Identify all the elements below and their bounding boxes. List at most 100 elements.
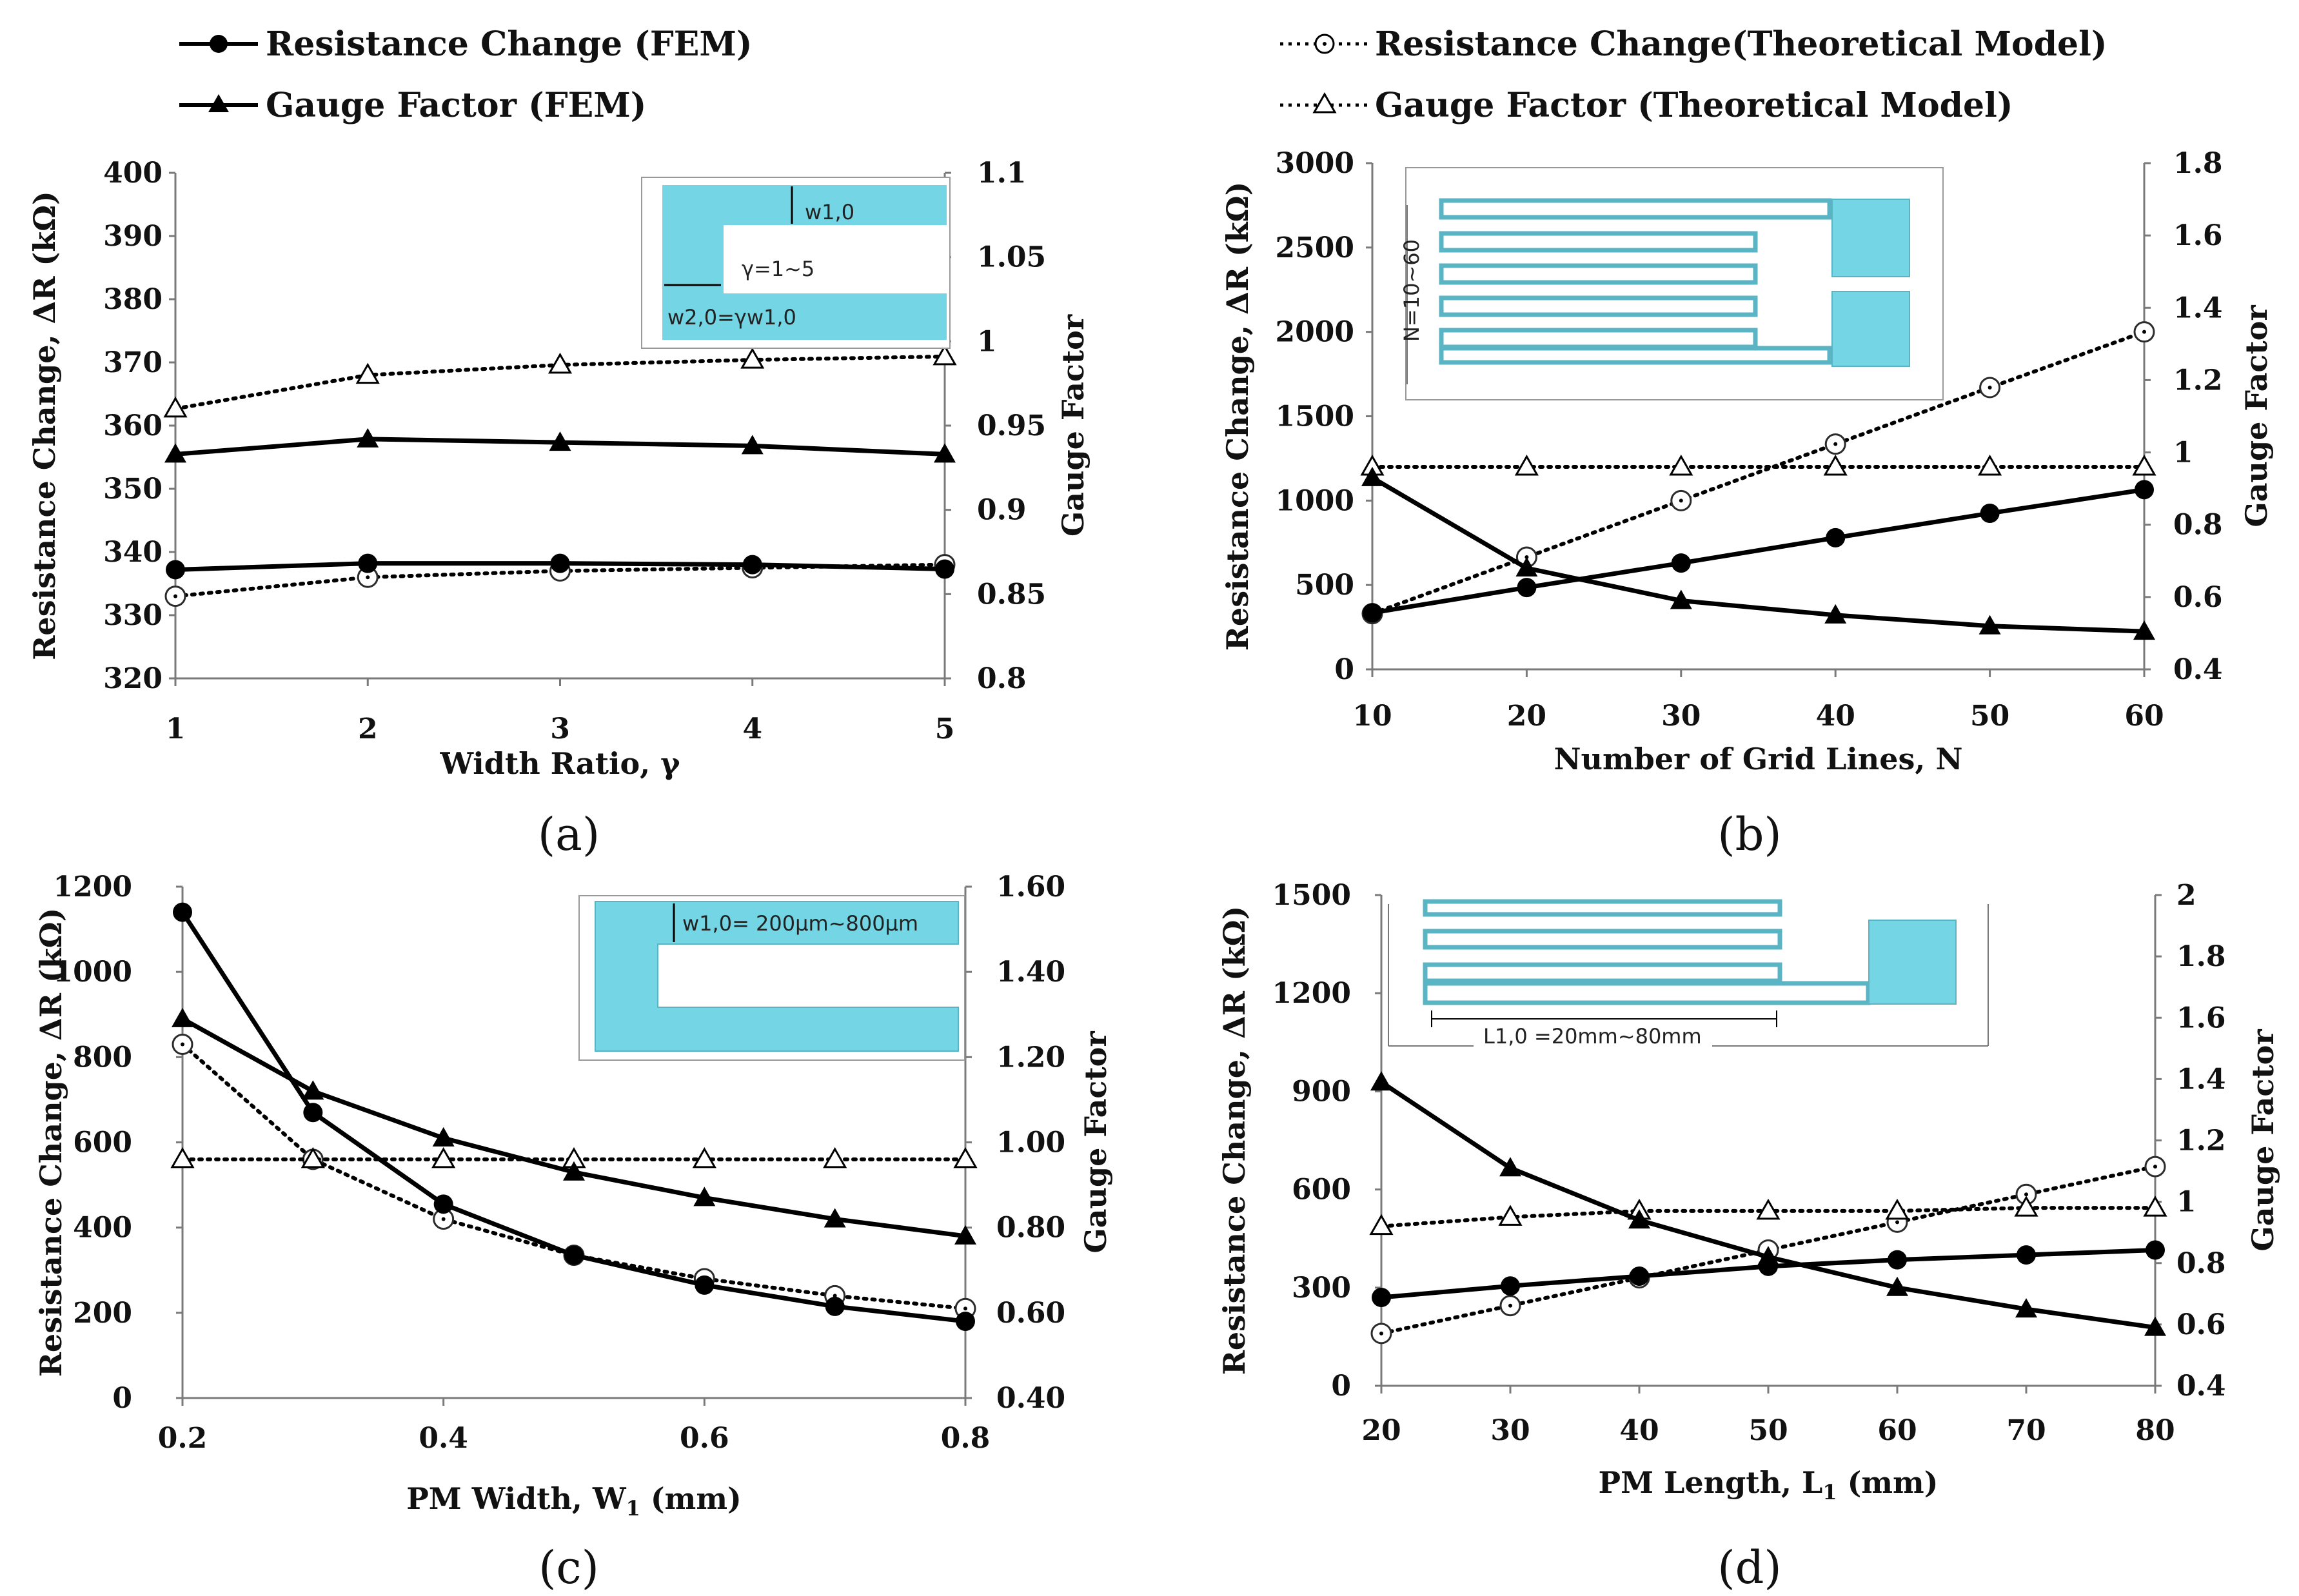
x-tick-label: 20 [1361, 1414, 1401, 1447]
data-point [953, 1147, 978, 1168]
data-point [2135, 480, 2154, 500]
x-tick-label: 0.6 [680, 1422, 729, 1455]
x-tick-label: 5 [935, 713, 955, 745]
data-point [1826, 527, 1846, 547]
data-point [358, 553, 378, 573]
data-point [303, 1103, 323, 1123]
legend-item-fem-gauge: Gauge Factor (FEM) [179, 86, 646, 125]
data-point [2143, 1196, 2167, 1217]
y2-tick-label: 1.6 [2173, 219, 2223, 252]
data-point [1886, 1276, 1908, 1296]
data-point [932, 344, 957, 366]
x-axis-title: Number of Grid Lines, N [1554, 742, 1962, 776]
data-point [170, 1147, 195, 1168]
data-point [1888, 1250, 1907, 1270]
data-point [433, 1194, 453, 1214]
y2-axis-title: Gauge Factor [1056, 314, 1090, 537]
series-resistance-change-fem- [173, 902, 975, 1332]
y2-tick-label: 0.6 [2173, 581, 2223, 614]
x-tick-label: 60 [1877, 1414, 1917, 1447]
data-point [1670, 589, 1692, 609]
inset-b: N=10~60 [1399, 167, 1944, 400]
inset-b-label-n: N=10~60 [1399, 239, 1424, 342]
data-point [355, 362, 380, 384]
y2-tick-label: 0.4 [2173, 653, 2223, 686]
data-point [1823, 454, 1848, 476]
y-tick-label: 600 [73, 1127, 132, 1159]
data-point [1757, 1246, 1779, 1266]
y2-tick-label: 1.1 [977, 157, 1027, 190]
x-tick-label: 50 [1970, 700, 2009, 733]
y-tick-label: 300 [1292, 1272, 1351, 1305]
y-tick-label: 340 [103, 536, 163, 569]
y-axis-title: Resistance Change, ΔR (kΩ) [1217, 906, 1252, 1375]
data-point [1628, 1209, 1650, 1229]
data-point [2144, 1156, 2166, 1177]
data-point-dot [1379, 1331, 1383, 1335]
data-point-dot [2024, 1192, 2028, 1197]
data-point [172, 1034, 193, 1056]
data-point-dot [441, 1217, 446, 1221]
data-point [1671, 553, 1691, 573]
series-line [1371, 475, 2145, 634]
y-tick-label: 1000 [1276, 484, 1354, 517]
data-point [740, 348, 765, 369]
inset-c: w1,0= 200μm~800μm [578, 895, 965, 1061]
data-point-dot [963, 1306, 967, 1311]
data-point-dot [173, 594, 177, 598]
x-tick-label: 0.8 [941, 1422, 991, 1455]
y2-tick-label: 1.2 [2173, 364, 2223, 397]
y-tick-label: 390 [103, 220, 163, 253]
y2-tick-label: 1.05 [977, 241, 1046, 274]
data-point-dot [1833, 442, 1838, 446]
y-axis-title: Resistance Change, ΔR (kΩ) [34, 908, 68, 1377]
data-point [1369, 1214, 1394, 1236]
y-tick-label: 500 [1295, 569, 1354, 602]
data-point [1978, 454, 2002, 476]
data-point [742, 555, 762, 575]
data-point [1363, 603, 1382, 623]
y-axis-title: Resistance Change, ΔR (kΩ) [27, 191, 62, 660]
y-tick-label: 350 [103, 473, 163, 506]
x-tick-label: 50 [1748, 1414, 1788, 1447]
data-point [357, 428, 379, 448]
series-gauge-factor-theoretical-model- [1369, 1196, 2167, 1236]
data-point [302, 1080, 324, 1100]
y2-tick-label: 0.95 [977, 409, 1046, 442]
data-point-dot [181, 1042, 184, 1047]
data-point [1756, 1198, 1781, 1220]
x-tick-label: 80 [2135, 1414, 2175, 1447]
legend-label-theory-gauge: Gauge Factor (Theoretical Model) [1375, 86, 2013, 125]
legend-item-theory-gauge: Gauge Factor (Theoretical Model) [1280, 86, 2013, 125]
y-tick-label: 1000 [54, 956, 132, 989]
y2-tick-label: 1.20 [996, 1041, 1065, 1074]
x-tick-label: 70 [2006, 1414, 2046, 1447]
y2-tick-label: 2 [2176, 879, 2196, 912]
series-resistance-change-fem- [166, 553, 954, 580]
y-tick-label: 400 [103, 157, 163, 190]
data-point [1515, 557, 1538, 576]
data-point [695, 1275, 715, 1295]
legend-item-fem-resistance: Resistance Change (FEM) [179, 25, 753, 64]
y-tick-label: 1200 [1272, 977, 1351, 1010]
panel-b: 0 500 1000 1500 2000 2500 3000 0.4 0.6 0.8 1 1.2 1.4… [1220, 147, 2274, 776]
series-gauge-factor-theoretical-model- [170, 1147, 978, 1168]
series-line [1372, 487, 2145, 615]
y-tick-label: 320 [103, 662, 163, 695]
data-point [693, 1187, 716, 1207]
y-tick-label: 360 [103, 409, 163, 442]
y-tick-label: 0 [1331, 1370, 1351, 1403]
y-tick-label: 330 [103, 599, 163, 632]
data-point [548, 352, 573, 374]
series-gauge-factor-theoretical-model- [163, 344, 957, 418]
legend-label-fem-resistance: Resistance Change (FEM) [266, 25, 753, 64]
data-point-dot [1988, 386, 1992, 390]
data-point [166, 560, 185, 580]
data-point [2133, 620, 2155, 640]
data-point [2014, 1196, 2038, 1217]
data-point [1499, 1157, 1521, 1177]
data-point [433, 1208, 455, 1230]
y2-tick-label: 1.8 [2176, 940, 2226, 973]
data-point [1978, 615, 2001, 635]
y-tick-label: 900 [1292, 1075, 1351, 1108]
